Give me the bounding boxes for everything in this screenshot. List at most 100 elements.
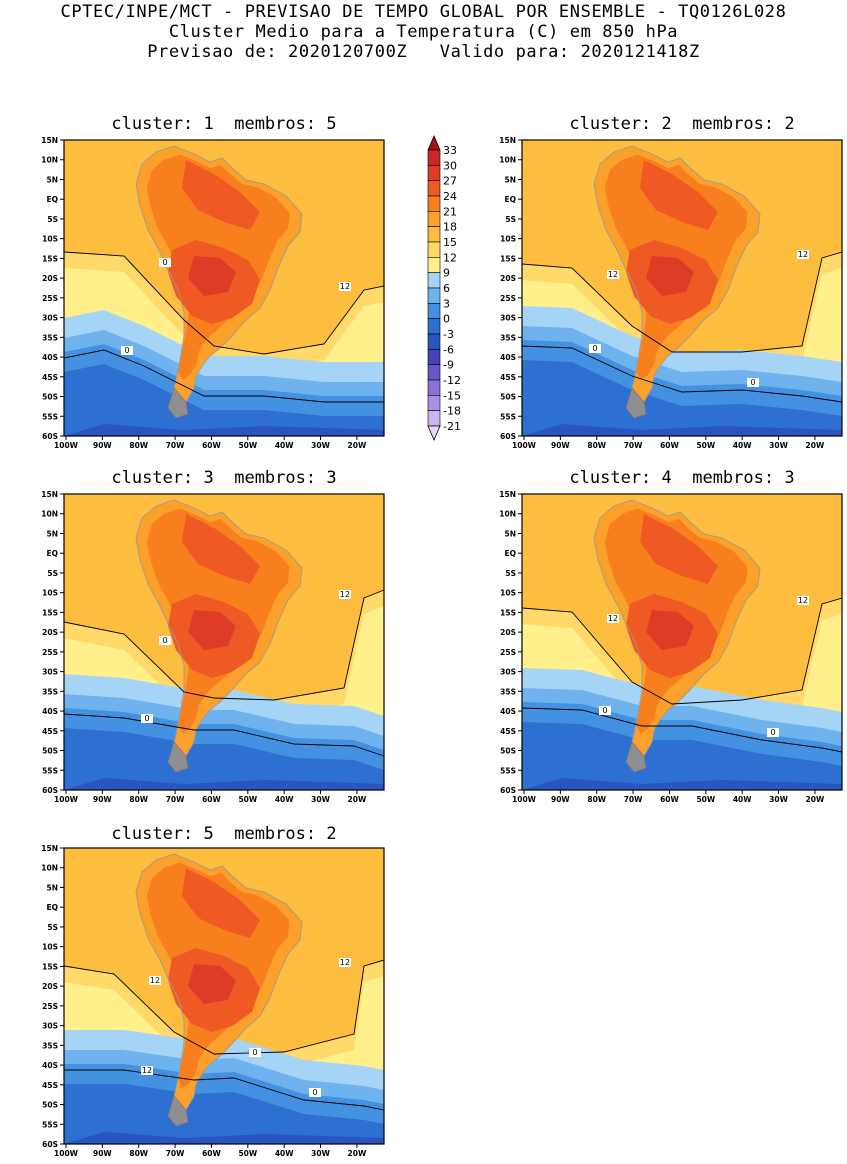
colorbar-label: 24 [443,190,457,203]
lat-tick-label: 15N [41,490,58,499]
lat-tick-label: 60S [42,432,58,441]
contour-label: 12 [798,250,808,259]
lon-tick-label: 20W [806,441,825,450]
lat-tick-label: EQ [505,549,517,558]
lat-tick-label: 10N [41,864,58,873]
lat-tick-label: 15N [41,844,58,853]
lon-tick-label: 50W [238,441,257,450]
land-band-27-30 [188,610,236,650]
lat-tick-label: 35S [42,687,58,696]
contour-label: 12 [142,1066,152,1075]
land-band-27-30 [188,256,236,296]
lat-tick-label: 50S [42,1101,58,1110]
colorbar-label: 6 [443,282,450,295]
lon-tick-label: 30W [311,441,330,450]
header-line-3: Previsao de: 2020120700Z Valido para: 20… [147,42,700,62]
lat-tick-label: 15S [42,608,58,617]
lat-tick-label: 15N [41,136,58,145]
lat-tick-label: 20S [500,274,516,283]
lon-tick-label: 80W [587,795,606,804]
colorbar-swatch [427,180,441,197]
contour-0 [64,349,384,403]
contour-label: 0 [770,728,775,737]
lat-tick-label: 10N [499,510,516,519]
contour-label: 12 [150,976,160,985]
lat-tick-label: EQ [47,549,59,558]
contour-label: 0 [592,344,597,353]
temperature-map-cluster-1: 12 0 0 15N 10N 5N EQ 5S 10S 15S 20S 25S 30S 35S 40S 45S… [41,136,385,450]
lat-tick-label: 25S [42,1002,58,1011]
map-frame [521,493,843,791]
colorbar-label: 33 [443,144,457,157]
coastline [135,499,303,763]
lon-tick-label: 90W [93,441,112,450]
colorbar-swatch [427,134,441,151]
band-neg6-neg3 [64,424,384,436]
lat-tick-label: 25S [42,648,58,657]
colorbar-swatch [427,364,441,381]
contour-label: 12 [798,596,808,605]
lat-tick-label: 25S [500,294,516,303]
land-band-24-27-north [640,514,718,584]
lon-tick-label: 100W [54,795,79,804]
lat-tick-label: 10S [42,589,58,598]
lat-tick-label: 15N [499,136,516,145]
lon-tick-label: 80W [129,441,148,450]
lat-tick-label: 20S [42,628,58,637]
contour-label: 12 [340,282,350,291]
contour-12 [64,589,384,701]
patagonia-land [167,1095,189,1127]
lon-tick-label: 100W [54,1149,79,1158]
lon-tick-label: 50W [238,795,257,804]
contour-label: 12 [608,614,618,623]
lat-tick-label: 40S [500,353,516,362]
land-band-24-27-north [182,868,260,938]
colorbar-label: -6 [443,343,454,356]
coastline [135,853,303,1117]
contour-label: 0 [750,378,755,387]
lon-tick-label: 100W [512,441,537,450]
lat-tick-label: 50S [42,747,58,756]
lat-tick-label: 60S [500,786,516,795]
lon-tick-label: 60W [202,1149,221,1158]
land-band-24-27-north [182,160,260,230]
lon-tick-label: 90W [551,795,570,804]
colorbar-swatch [427,318,441,335]
colorbar-label: 18 [443,221,457,234]
lat-tick-label: 55S [42,1120,58,1129]
lon-tick-label: 40W [275,441,294,450]
colorbar-swatch [427,149,441,166]
temperature-map-cluster-2: 12 12 0 0 15N 10N 5N EQ 5S 10S 15S 20S 25S 30S 35S 40S 4… [499,136,843,450]
lat-tick-label: 55S [500,766,516,775]
temperature-map-cluster-4: 12 12 0 0 15N 10N 5N EQ 5S 10S 15S 20S 25S 30S 35S 40S 4… [499,490,843,804]
header-line-2: Cluster Medio para a Temperatura (C) em … [168,22,679,42]
temperature-map-cluster-3: 12 0 0 15N 10N 5N EQ 5S 10S 15S 20S 25S 30S 35S 40S 45S… [41,490,385,804]
lat-tick-label: 5S [47,215,58,224]
lat-tick-label: 35S [500,687,516,696]
lon-tick-label: 80W [587,441,606,450]
land-band-27-30 [646,610,694,650]
lon-tick-label: 60W [660,795,679,804]
colorbar-label: 21 [443,205,457,218]
lon-tick-label: 100W [54,441,79,450]
patagonia-land [167,741,189,773]
lon-tick-label: 40W [733,795,752,804]
lat-tick-label: EQ [505,195,517,204]
colorbar-swatch [427,211,441,227]
lon-tick-label: 70W [624,795,643,804]
contour-label: 12 [340,958,350,967]
colorbar-label: 15 [443,236,457,249]
lon-tick-label: 70W [166,1149,185,1158]
contour-0 [64,713,384,757]
contour-label: 0 [312,1088,317,1097]
map-frame [63,847,385,1145]
lon-tick-label: 30W [769,795,788,804]
lat-tick-label: 40S [42,353,58,362]
lat-tick-label: 15S [500,254,516,263]
lon-tick-label: 70W [624,441,643,450]
colorbar-label: -12 [443,374,461,387]
colorbar-label: 30 [443,159,457,172]
lon-tick-label: 80W [129,1149,148,1158]
contour-label: 0 [162,258,167,267]
